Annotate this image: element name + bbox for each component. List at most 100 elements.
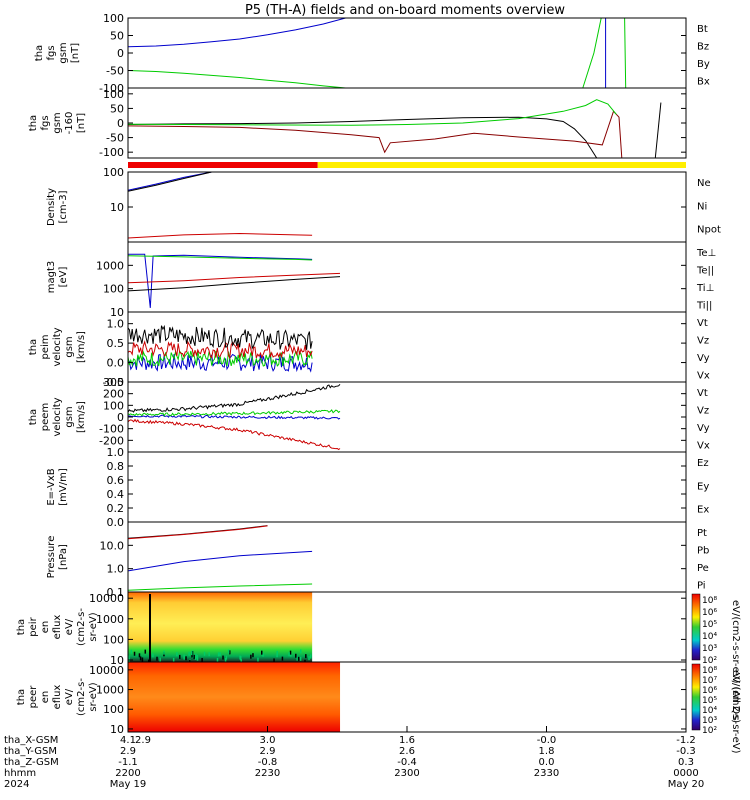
y-axis-label: velocity <box>52 327 63 366</box>
series-line-4 <box>127 276 341 292</box>
y-axis-label: eV/ <box>64 618 75 635</box>
y-tick-label: 0 <box>117 411 124 424</box>
series-line-2 <box>127 70 346 89</box>
x-row-label: 2024 <box>4 779 29 790</box>
panel-frame <box>127 87 687 159</box>
y-axis-label: gsm <box>64 336 75 357</box>
y-axis-label: fgs <box>40 115 51 130</box>
legend-entry: Vz <box>697 406 709 417</box>
y-axis-label: gsm <box>64 406 75 427</box>
y-axis-label: eV/ <box>64 688 75 705</box>
legend-entry: Pe <box>697 563 709 574</box>
spectrogram-pixel <box>156 656 158 661</box>
y-tick-label: 10 <box>110 654 124 667</box>
time-axis-labels: tha_X-GSMtha_Y-GSMtha_Z-GSMhhmm20244.12.… <box>4 726 704 790</box>
series-line-3 <box>127 110 623 159</box>
legend-entry: By <box>697 59 710 70</box>
series-line-3 <box>127 418 341 451</box>
colorbar-tick-label: 10² <box>702 726 717 736</box>
spectrogram-pixel <box>276 650 278 655</box>
spectrogram-pixel <box>152 653 154 658</box>
y-tick-label: 1.0 <box>107 446 125 459</box>
spectrogram-pixel <box>297 656 300 661</box>
spectrogram-pixel <box>190 651 193 656</box>
colorbar-tick-label: 10⁸ <box>702 596 717 606</box>
y-tick-label: 100 <box>103 12 124 25</box>
spectrogram-pixel <box>185 656 187 661</box>
colorbar-tick-label: 10⁸ <box>702 666 717 676</box>
panel-9: 10000 1000 100 10 tha peir en eflux eV/(cm2-s-sr… <box>16 591 687 667</box>
colorbar-label: eV/(cm2-s-sr-eV) <box>730 670 741 754</box>
colorbar-tick-label: 10² <box>702 656 717 666</box>
y-tick-label: 0.5 <box>107 337 125 350</box>
panel-frame <box>127 381 687 453</box>
panel-1: 100 50 0 -50 -100 tha fgs gsm [nT] Bt Bz By Bx <box>34 12 710 95</box>
x-gsm-value: 3.0 <box>260 735 276 746</box>
spectrogram-pixel <box>295 653 297 658</box>
legend-entry: Ez <box>697 458 709 469</box>
spectrogram-pixel <box>257 657 259 662</box>
y-tick-label: 0 <box>117 117 124 130</box>
series-line-2 <box>654 102 662 159</box>
series-line-3 <box>127 340 313 360</box>
legend-entry: Npot <box>697 225 721 236</box>
spectrogram-pixel <box>191 651 194 656</box>
spectrogram-pixel <box>240 656 242 661</box>
y-tick-label: 0.1 <box>107 586 125 599</box>
y-gsm-value: -0.3 <box>676 746 696 757</box>
x-gsm-value: -0.0 <box>537 735 557 746</box>
legend-entry: Vy <box>697 423 710 434</box>
spectrogram-pixel <box>224 657 227 662</box>
series-line-4 <box>127 583 313 591</box>
series-line-4 <box>127 383 341 413</box>
z-gsm-value: -0.4 <box>397 757 417 768</box>
series-line-4 <box>624 17 627 89</box>
panel-frame <box>127 241 687 313</box>
y-axis-label: tha <box>28 115 39 131</box>
spectrogram-pixel <box>196 654 199 659</box>
spectrogram-pixel <box>288 652 290 657</box>
spectrogram-pixel <box>179 654 181 659</box>
y-gsm-value: 1.8 <box>539 746 555 757</box>
spectrogram-pixel <box>261 650 263 655</box>
spectrogram-pixel <box>130 649 133 654</box>
y-axis-label: tha <box>16 689 27 705</box>
y-axis-label: en <box>40 621 51 634</box>
y-axis-label: fgs <box>46 45 57 60</box>
y-tick-label: 10000 <box>89 592 124 605</box>
colorbar-tick-label: 10³ <box>702 644 717 654</box>
colorbar-tick-label: 10⁴ <box>702 632 717 642</box>
y-axis-label: velocity <box>52 397 63 436</box>
spectrogram-pixel <box>222 655 224 660</box>
legend-entry: Pi <box>697 581 706 592</box>
y-axis-label: tha <box>28 339 39 355</box>
x-gsm-value: 4.1 <box>120 735 136 746</box>
y-tick-label: -100 <box>99 82 124 95</box>
series-line-1 <box>127 525 268 539</box>
colorbar <box>691 663 701 731</box>
y-axis-label: [cm-3] <box>58 190 69 223</box>
spectrogram-pixel <box>240 659 242 664</box>
spectrogram-pixel <box>188 651 190 656</box>
z-gsm-value: 0.3 <box>678 757 694 768</box>
time-label: 0000 <box>673 768 698 779</box>
y-axis-label: en <box>40 691 51 704</box>
series-line-4 <box>127 324 313 350</box>
spectrogram-pixel <box>144 649 147 654</box>
spectrogram-pixel <box>228 650 231 655</box>
legend-entry: Vt <box>697 388 708 399</box>
y-axis-label: -160 <box>64 112 75 135</box>
spectrogram-pixel <box>141 657 144 662</box>
spectrogram-pixel <box>289 650 292 655</box>
z-gsm-value: -1.1 <box>118 757 138 768</box>
x-row-label: tha_X-GSM <box>4 735 58 746</box>
x-gsm-value: -1.2 <box>676 735 696 746</box>
spectrogram-pixel <box>176 652 178 657</box>
legend-entry: Vz <box>697 336 709 347</box>
date-label: May 19 <box>110 779 147 790</box>
y-tick-label: 100 <box>103 399 124 412</box>
y-axis-label: magt3 <box>46 261 57 294</box>
series-line-3 <box>582 17 602 89</box>
